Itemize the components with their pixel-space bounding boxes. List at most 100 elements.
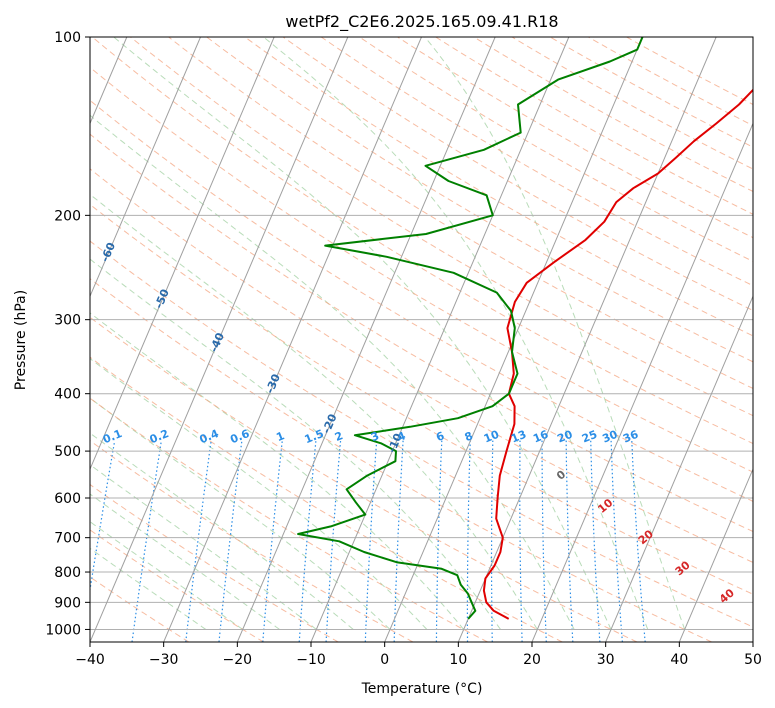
mixing-ratio-label: 0.1 [101,427,124,446]
moist-adiabat [263,37,649,630]
y-tick-label: 100 [54,30,81,46]
moist-adiabat [90,464,317,630]
dry-adiabat [90,99,753,502]
isotherm-label: -80 [0,146,11,170]
profile-series [297,37,753,620]
isotherm-line [90,37,201,298]
x-tick-label: 30 [597,652,615,668]
dry-adiabats [90,37,753,642]
grid-lines [90,37,753,630]
x-tick-label: 10 [449,652,467,668]
dry-adiabat [168,37,753,389]
isotherm-line [752,640,753,642]
dry-adiabat [90,440,414,642]
y-tick-label: 800 [54,565,81,581]
dry-adiabat [359,37,753,263]
moist-adiabat [90,193,538,630]
mixing-ratio-line [610,440,623,642]
y-tick-label: 900 [54,595,81,611]
mixing-ratio-line [90,440,116,594]
mixing-ratio-label: 6 [434,429,446,444]
mixing-ratio-line [466,440,471,642]
mixing-ratio-line [131,440,162,642]
moist-adiabat [424,37,686,630]
x-tick-label: 0 [380,652,389,668]
profile-line [482,88,753,620]
dry-adiabat [90,483,339,642]
y-tick-label: 400 [54,387,81,403]
mixing-ratio-label: 0.2 [148,427,171,446]
mixing-ratio-line [541,440,547,642]
dry-adiabat [282,37,753,312]
chart-title: wetPf2_C2E6.2025.165.09.41.R18 [285,12,558,32]
mixing-ratio-label: 3 [369,429,381,444]
isotherm-line [457,37,717,642]
y-tick-label: 300 [54,313,81,329]
mixing-ratio-line [393,440,404,642]
isotherm-label: -40 [207,330,227,354]
mixing-ratio-line [435,440,443,642]
mixing-ratio-label: 8 [463,429,475,444]
dry-adiabat [91,37,753,445]
y-axis-title: Pressure (hPa) [13,290,29,390]
mixing-ratio-label: 10 [482,428,501,446]
x-tick-label: 20 [523,652,541,668]
x-tick-label: 40 [670,652,688,668]
moist-adiabat [90,312,465,630]
x-tick-label: 50 [744,652,762,668]
moist-adiabat-label: 40 [717,586,737,606]
isotherm-line [678,467,753,642]
y-tick-label: 700 [54,531,81,547]
isotherm-line [163,37,422,642]
mixing-ratio-label: 2 [333,429,345,444]
mixing-ratio-label: 13 [509,428,528,446]
dry-adiabat [206,37,753,363]
mixing-ratio-label: 25 [580,428,599,446]
moist-adiabat [113,37,612,630]
mixing-ratio-label: 20 [555,428,574,446]
moist-adiabat [90,397,391,630]
dry-adiabat [549,37,753,148]
isotherm-line [90,37,349,642]
y-tick-label: 200 [54,208,81,224]
dry-adiabat [90,316,638,642]
x-tick-label: −30 [149,652,179,668]
dry-adiabat [130,37,753,417]
mixing-ratio-line [325,440,342,642]
mixing-ratio-line [590,440,601,642]
mixing-ratio-line [519,440,523,642]
mixing-ratio-lines [90,440,646,642]
x-axis-title: Temperature (°C) [361,681,483,697]
profile-line [297,37,644,620]
isotherm-line [236,37,496,642]
isotherm-line [605,295,753,642]
dry-adiabat [90,133,753,533]
moist-adiabat [90,547,207,630]
y-tick-label: 500 [54,444,81,460]
mixing-ratio-line [364,440,378,642]
mixing-ratio-line [262,440,283,642]
mixing-ratio-line [185,440,212,642]
moist-adiabat [90,521,243,630]
mixing-ratio-label: 1 [274,429,286,444]
mixing-ratio-line [218,440,243,642]
y-tick-label: 600 [54,491,81,507]
mixing-ratio-label: 16 [531,428,550,446]
mixing-ratio-label: 30 [600,428,619,446]
moist-adiabat [90,493,280,630]
dry-adiabat [90,240,753,628]
dry-adiabat [90,356,563,642]
moist-adiabat [90,432,354,630]
x-tick-label: −20 [223,652,253,668]
moist-adiabat [90,357,428,630]
mixing-ratio-label: 0.4 [198,427,221,446]
mixing-ratio-line [298,440,317,642]
plot-area: -100-90-80-70-60-50-40-30-20-100.10.20.4… [0,37,753,642]
moist-adiabat [90,114,575,630]
x-tick-label: −10 [296,652,326,668]
y-tick-label: 1000 [45,622,81,638]
dry-adiabat [90,203,753,595]
mixing-ratio-line [631,440,646,642]
moist-adiabat-label: 30 [673,558,693,578]
